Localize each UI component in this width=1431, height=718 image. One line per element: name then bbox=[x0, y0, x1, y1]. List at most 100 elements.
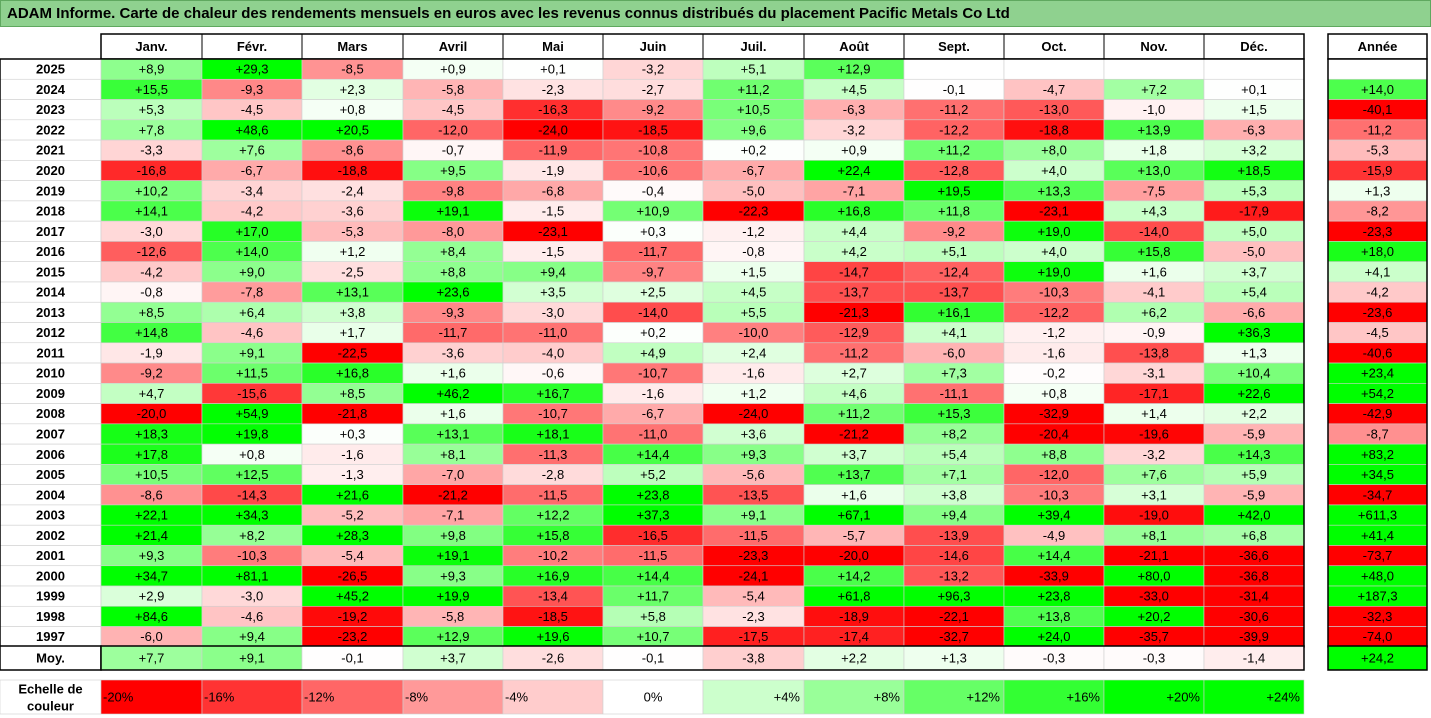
cell-value: -5,9 bbox=[1243, 487, 1265, 502]
cell-value: -32,7 bbox=[939, 629, 969, 644]
cell-value: +23,8 bbox=[1038, 589, 1071, 604]
cell-value: +10,2 bbox=[135, 183, 168, 198]
annual-value: +34,5 bbox=[1361, 467, 1394, 482]
cell-value: -23,1 bbox=[1039, 204, 1069, 219]
cell-value: +4,0 bbox=[1041, 163, 1067, 178]
annual-value: +48,0 bbox=[1361, 568, 1394, 583]
average-cell bbox=[803, 645, 905, 671]
cell-value: +10,5 bbox=[135, 467, 168, 482]
month-header: Nov. bbox=[1140, 39, 1167, 54]
cell-value: +5,5 bbox=[741, 305, 767, 320]
cell-value: +19,5 bbox=[938, 183, 971, 198]
cell-value: +9,5 bbox=[440, 163, 466, 178]
legend-step-label: +4% bbox=[774, 690, 801, 705]
cell-value: +12,9 bbox=[437, 629, 470, 644]
cell-value: +3,2 bbox=[1241, 143, 1267, 158]
cell-value: +9,1 bbox=[239, 345, 265, 360]
legend-step-label: -8% bbox=[405, 690, 429, 705]
cell-value: -2,7 bbox=[642, 82, 664, 97]
cell-value: -23,3 bbox=[739, 548, 769, 563]
cell-value: -26,5 bbox=[338, 568, 368, 583]
cell-value: -18,5 bbox=[638, 122, 668, 137]
year-label: 2021 bbox=[36, 143, 65, 158]
cell-value: -33,0 bbox=[1139, 589, 1169, 604]
year-label: 2023 bbox=[36, 102, 65, 117]
legend-label-cell bbox=[0, 679, 102, 715]
legend-swatch bbox=[402, 679, 504, 715]
cell-value: +48,6 bbox=[236, 122, 269, 137]
cell-value: -3,2 bbox=[843, 122, 865, 137]
legend-step-label: +24% bbox=[1266, 690, 1300, 705]
cell-value: +80,0 bbox=[1138, 568, 1171, 583]
cell-value: -12,2 bbox=[939, 122, 969, 137]
cell-value: -6,3 bbox=[843, 102, 865, 117]
average-annual-cell bbox=[1327, 645, 1428, 671]
average-value: +1,3 bbox=[941, 651, 967, 666]
cell-value: +3,1 bbox=[1141, 487, 1167, 502]
cell-value: -24,0 bbox=[739, 406, 769, 421]
cell-value: -3,1 bbox=[1143, 366, 1165, 381]
cell-value: -24,1 bbox=[739, 568, 769, 583]
cell-value: +2,4 bbox=[741, 345, 767, 360]
cell-value: -11,5 bbox=[639, 548, 668, 563]
cell-value: -0,9 bbox=[1143, 325, 1165, 340]
cell-value: -8,6 bbox=[341, 143, 363, 158]
cell-value: -11,7 bbox=[439, 325, 468, 340]
cell-value: -18,8 bbox=[1039, 122, 1069, 137]
cell-value: +1,6 bbox=[440, 406, 466, 421]
cell-value: -5,6 bbox=[742, 467, 764, 482]
cell-value: +15,8 bbox=[1138, 244, 1171, 259]
cell-value: -3,6 bbox=[442, 345, 464, 360]
cell-value: -6,7 bbox=[642, 406, 664, 421]
month-header: Avril bbox=[439, 39, 467, 54]
cell-value: -11,1 bbox=[940, 386, 969, 401]
cell-value: +16,9 bbox=[537, 568, 570, 583]
year-label: 2003 bbox=[36, 508, 65, 523]
cell-value: -5,8 bbox=[442, 82, 464, 97]
cell-value: +23,8 bbox=[637, 487, 670, 502]
annual-value: -34,7 bbox=[1363, 487, 1393, 502]
cell-value: +37,3 bbox=[637, 508, 670, 523]
cell-value: +1,5 bbox=[741, 264, 767, 279]
cell-value: -31,4 bbox=[1239, 589, 1269, 604]
month-header: Août bbox=[839, 39, 869, 54]
cell-value: -11,9 bbox=[539, 143, 568, 158]
cell-value: +19,6 bbox=[537, 629, 570, 644]
cell-value: +3,5 bbox=[540, 285, 566, 300]
cell-value: -11,0 bbox=[639, 426, 668, 441]
cell-value: +9,4 bbox=[239, 629, 265, 644]
cell-value: -0,1 bbox=[943, 82, 965, 97]
cell-value: -16,5 bbox=[638, 528, 668, 543]
cell-value: -11,5 bbox=[539, 487, 568, 502]
cell-value: -15,6 bbox=[237, 386, 267, 401]
cell-value: -35,7 bbox=[1139, 629, 1169, 644]
cell-value: -3,2 bbox=[642, 62, 664, 77]
cell-value: +0,9 bbox=[440, 62, 466, 77]
cell-value: +0,9 bbox=[841, 143, 867, 158]
cell-value: -6,0 bbox=[943, 345, 965, 360]
annual-value: -23,3 bbox=[1363, 224, 1393, 239]
cell-value: +0,8 bbox=[239, 447, 265, 462]
cell-value: -13,9 bbox=[939, 528, 969, 543]
cell-value: +7,6 bbox=[1141, 467, 1167, 482]
average-cell bbox=[1103, 645, 1205, 671]
cell-value: +2,9 bbox=[139, 589, 165, 604]
cell-value: +8,1 bbox=[1141, 528, 1167, 543]
cell-value: +8,0 bbox=[1041, 143, 1067, 158]
year-label: 2016 bbox=[36, 244, 65, 259]
cell-value: -18,8 bbox=[338, 163, 368, 178]
year-label: 2017 bbox=[36, 224, 65, 239]
cell-value: +18,3 bbox=[135, 426, 168, 441]
cell-value: -9,8 bbox=[442, 183, 464, 198]
cell-value: -10,0 bbox=[739, 325, 769, 340]
cell-value: -0,6 bbox=[542, 366, 564, 381]
annual-value: -73,7 bbox=[1363, 548, 1393, 563]
average-value: -0,3 bbox=[1043, 651, 1065, 666]
cell-value: -12,6 bbox=[137, 244, 167, 259]
cell-value: -1,9 bbox=[542, 163, 564, 178]
cell-value: -11,5 bbox=[739, 528, 768, 543]
cell-value: -20,4 bbox=[1039, 426, 1069, 441]
cell-value: -19,2 bbox=[338, 609, 368, 624]
cell-value: +21,6 bbox=[336, 487, 369, 502]
annual-value: +611,3 bbox=[1358, 508, 1397, 523]
